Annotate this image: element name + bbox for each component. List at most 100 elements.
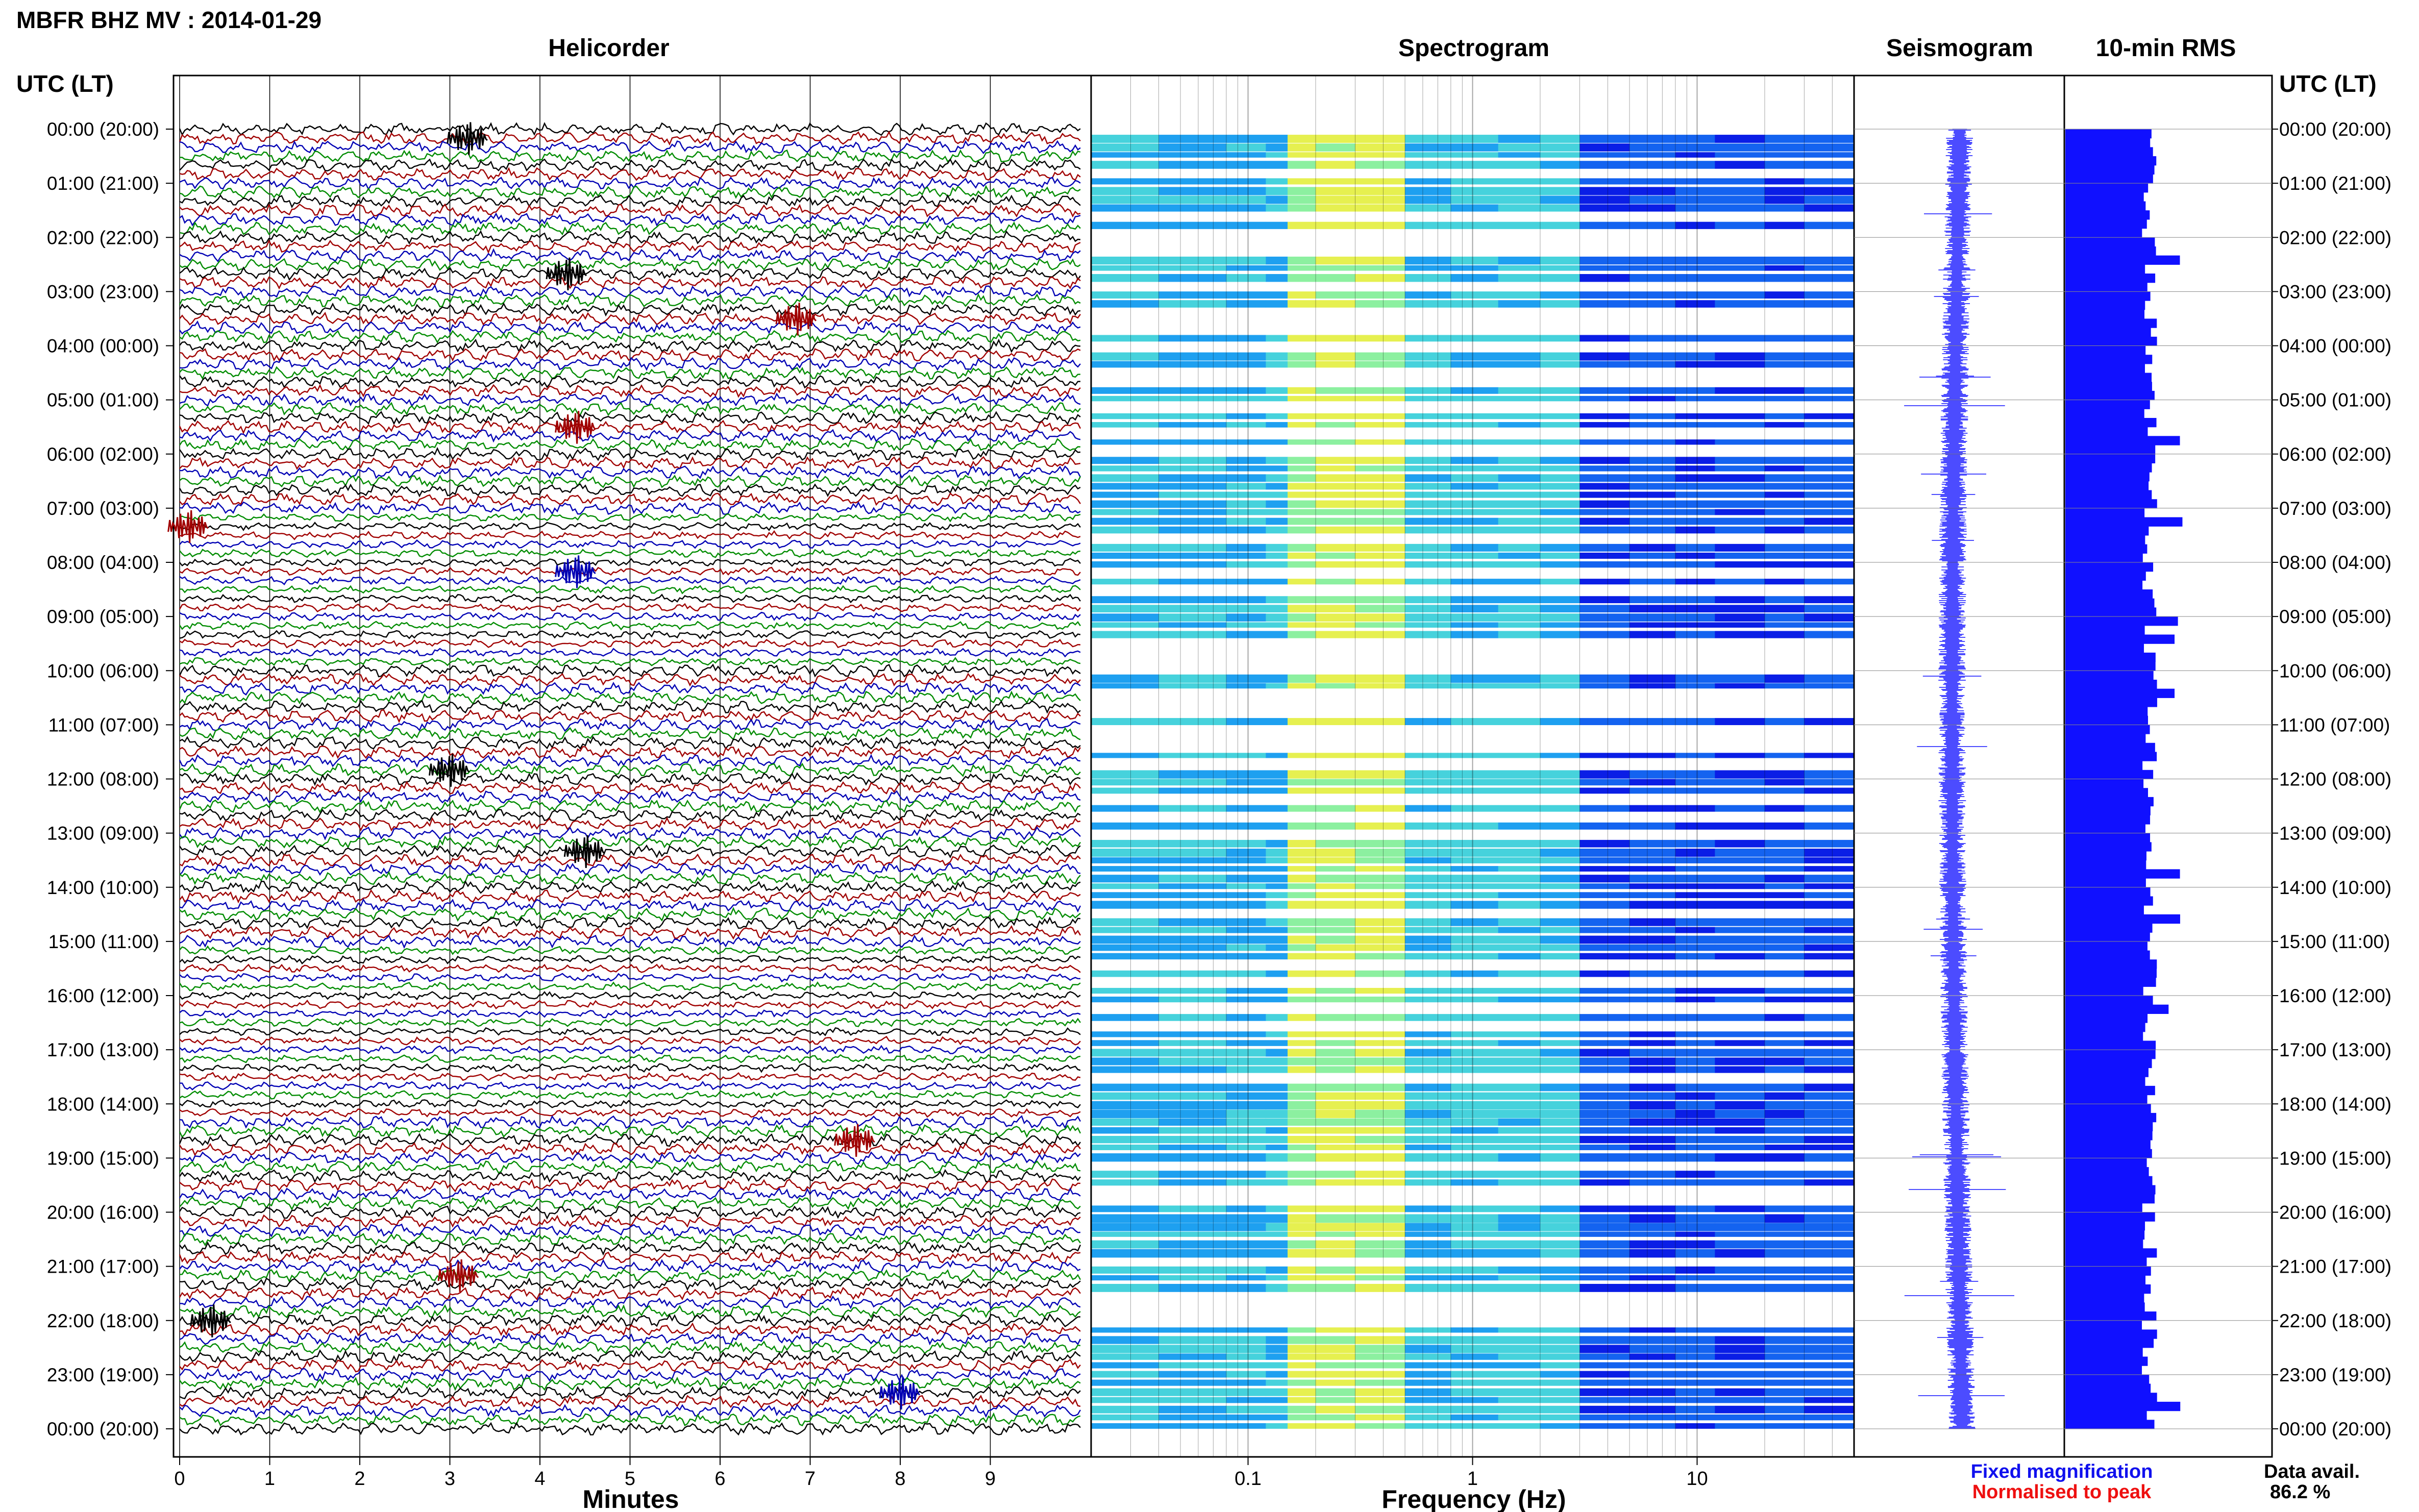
spectrogram-cell <box>1579 561 1630 568</box>
spectrogram-cell <box>1540 1223 1580 1231</box>
spectrogram-cell <box>1266 1066 1288 1073</box>
helicorder-trace <box>179 807 1081 822</box>
spectrogram-cell <box>1226 1092 1266 1100</box>
spectrogram-cell <box>1158 1066 1227 1073</box>
spectrogram-cell <box>1405 944 1451 951</box>
spectrogram-cell <box>1288 274 1316 282</box>
spectrogram-cell <box>1450 918 1499 926</box>
spectrogram-cell <box>1630 1153 1676 1162</box>
spectrogram-cell <box>1804 1283 1855 1292</box>
spectrogram-cell <box>1226 1353 1266 1360</box>
spectrogram-cell <box>1450 187 1499 195</box>
helicorder-trace <box>179 826 1081 840</box>
spectrogram-cell <box>1579 1066 1630 1073</box>
rms-bar <box>2065 833 2151 842</box>
spectrogram-cell <box>1450 787 1499 794</box>
rms-bar <box>2065 1131 2153 1141</box>
spectrogram-cell <box>1804 1266 1855 1274</box>
spectrogram-cell <box>1540 1179 1580 1186</box>
spectrogram-cell <box>1158 1353 1227 1360</box>
spectrogram-cell <box>1764 1353 1805 1360</box>
spectrogram-cell <box>1450 256 1499 265</box>
minutes-tick-label: 4 <box>534 1468 545 1490</box>
spectrogram-cell <box>1764 927 1805 933</box>
spectrogram-cell <box>1355 422 1405 428</box>
spectrogram-cell <box>1450 1266 1499 1274</box>
spectrogram-cell <box>1315 204 1355 212</box>
spectrogram-cell <box>1158 352 1227 361</box>
time-tick-label-right: 07:00 (03:00) <box>2279 498 2391 519</box>
spectrogram-cell <box>1226 857 1266 863</box>
spectrogram-cell <box>1288 848 1316 857</box>
spectrogram-cell <box>1804 413 1855 419</box>
helicorder-trace <box>179 1124 1081 1138</box>
spectrogram-cell <box>1226 1127 1266 1134</box>
spectrogram-cell <box>1715 839 1765 848</box>
spectrogram-cell <box>1226 1327 1266 1333</box>
spectrogram-cell <box>1158 1101 1227 1110</box>
rms-bar <box>2065 409 2144 418</box>
spectrogram-cell <box>1764 848 1805 857</box>
spectrogram-cell <box>1405 579 1451 585</box>
spectrogram-cell <box>1764 1092 1805 1100</box>
spectrogram-cell <box>1266 335 1288 342</box>
rms-bar <box>2065 1374 2150 1384</box>
spectrogram-cell <box>1675 1405 1715 1414</box>
spectrogram-cell <box>1355 805 1405 812</box>
spectrogram-cell <box>1498 465 1541 472</box>
spectrogram-cell <box>1405 1414 1451 1421</box>
spectrogram-cell <box>1405 1283 1451 1292</box>
spectrogram-cell <box>1158 1092 1227 1100</box>
spectrogram-cell <box>1675 352 1715 361</box>
spectrogram-cell <box>1675 187 1715 195</box>
helicorder-trace <box>179 411 1081 426</box>
spectrogram-cell <box>1091 848 1159 857</box>
spectrogram-cell <box>1158 997 1227 1003</box>
rms-bar <box>2065 1167 2149 1177</box>
spectrogram-cell <box>1355 1127 1405 1134</box>
spectrogram-cell <box>1715 997 1765 1003</box>
rms-bar <box>2065 1221 2145 1231</box>
helicorder-trace <box>179 690 1081 705</box>
spectrogram-cell <box>1675 439 1715 445</box>
helicorder-event <box>775 303 817 336</box>
spectrogram-cell <box>1804 300 1855 308</box>
spectrogram-cell <box>1630 387 1676 394</box>
spectrogram-cell <box>1579 422 1630 428</box>
spectrogram-cell <box>1266 1171 1288 1178</box>
spectrogram-cell <box>1715 1336 1765 1344</box>
spectrogram-cell <box>1764 256 1805 265</box>
spectrogram-cell <box>1226 753 1266 758</box>
spectrogram-cell <box>1405 483 1451 490</box>
spectrogram-cell <box>1540 622 1580 628</box>
spectrogram-cell <box>1266 256 1288 265</box>
spectrogram-cell <box>1540 413 1580 419</box>
spectrogram-cell <box>1405 848 1451 857</box>
helicorder-event <box>555 411 596 444</box>
rms-bar <box>2065 390 2155 401</box>
spectrogram-cell <box>1804 1397 1855 1403</box>
spectrogram-cell <box>1715 1066 1765 1073</box>
rms-bar <box>2065 363 2145 374</box>
spectrogram-cell <box>1288 866 1316 872</box>
spectrogram-cell <box>1764 718 1805 725</box>
spectrogram-cell <box>1450 491 1499 498</box>
spectrogram-cell <box>1158 465 1227 472</box>
spectrogram-cell <box>1158 1414 1227 1421</box>
spectrogram-cell <box>1226 622 1266 628</box>
spectrogram-panel <box>1090 75 1855 1458</box>
spectrogram-cell <box>1579 178 1630 185</box>
spectrogram-cell <box>1764 1066 1805 1073</box>
spectrogram-cell <box>1540 579 1580 585</box>
spectrogram-cell <box>1764 901 1805 909</box>
spectrogram-cell <box>1158 1249 1227 1258</box>
spectrogram-cell <box>1630 770 1676 779</box>
spectrogram-cell <box>1158 335 1227 342</box>
helicorder-trace <box>179 745 1081 759</box>
spectrogram-cell <box>1288 413 1316 419</box>
helicorder-trace <box>179 384 1081 398</box>
spectrogram-cell <box>1579 395 1630 402</box>
spectrogram-cell <box>1158 1405 1227 1414</box>
helicorder-trace <box>179 1187 1081 1201</box>
spectrogram-cell <box>1091 683 1159 689</box>
